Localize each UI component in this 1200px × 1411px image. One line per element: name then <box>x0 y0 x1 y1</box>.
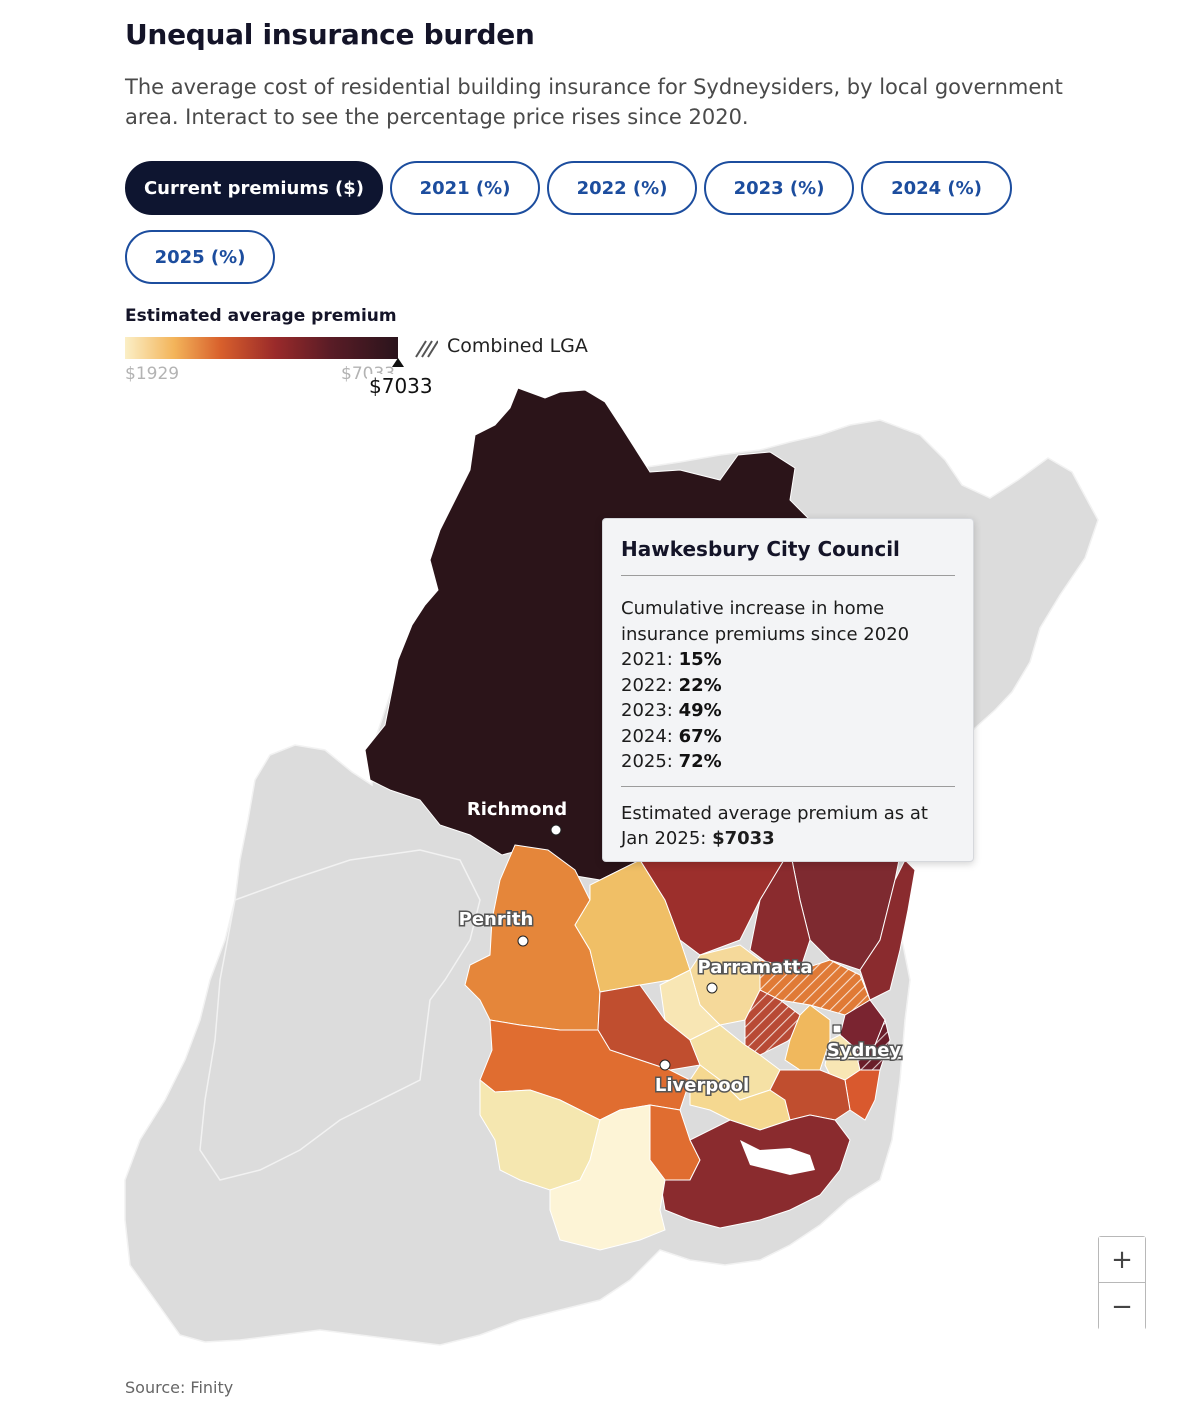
chart-title: Unequal insurance burden <box>125 18 535 51</box>
lga-blue-mountains[interactable] <box>199 849 481 1181</box>
legend-title: Estimated average premium <box>125 306 397 326</box>
hatch-swatch-icon <box>415 340 438 358</box>
lga-campbelltown[interactable] <box>549 1104 666 1251</box>
water-inlet <box>740 1140 815 1175</box>
zoom-out-button[interactable]: − <box>1099 1284 1145 1330</box>
map-svg[interactable]: Richmond Penrith Parramatta Liverpool Sy… <box>0 380 1200 1360</box>
combined-lga-label: Combined LGA <box>447 335 588 357</box>
tab-2022[interactable]: 2022 (%) <box>547 161 697 215</box>
tooltip-row-2025: 2025: 72% <box>621 751 722 772</box>
tooltip-row-2021: 2021: 15% <box>621 649 722 670</box>
sydney-marker-icon <box>832 1024 842 1034</box>
tab-2021[interactable]: 2021 (%) <box>390 161 540 215</box>
chart-subtitle: The average cost of residential building… <box>125 75 1063 129</box>
place-label-sydney: Sydney <box>827 1040 902 1061</box>
place-label-parramatta: Parramatta <box>697 957 812 978</box>
tab-2023[interactable]: 2023 (%) <box>704 161 854 215</box>
region-tooltip: Hawkesbury City Council Cumulative incre… <box>602 518 974 862</box>
zoom-in-button[interactable]: + <box>1099 1237 1145 1283</box>
lga-combined-ryde-hatch <box>760 960 870 1015</box>
legend-min-label: $1929 <box>125 364 180 384</box>
tooltip-row-2024: 2024: 67% <box>621 725 722 747</box>
place-label-richmond: Richmond <box>467 799 567 820</box>
liverpool-marker-icon <box>659 1059 671 1071</box>
sydney-lga-map[interactable]: Richmond Penrith Parramatta Liverpool Sy… <box>0 380 1200 1360</box>
parramatta-marker-icon <box>706 982 718 994</box>
tab-current-premiums[interactable]: Current premiums ($) <box>125 161 383 215</box>
tooltip-row-2022: 2022: 22% <box>621 674 722 696</box>
richmond-marker-icon <box>550 824 562 836</box>
tooltip-premium: Estimated average premium as at Jan 2025… <box>621 802 928 850</box>
lga-combined-hunters-hill-hatch <box>745 990 800 1055</box>
source-note: Source: Finity <box>125 1378 234 1397</box>
penrith-marker-icon <box>517 935 529 947</box>
lga-northern-beaches[interactable] <box>859 859 916 1001</box>
place-label-penrith: Penrith <box>459 909 534 930</box>
lga-woollahra-hatch <box>855 1020 890 1070</box>
tooltip-divider-2 <box>621 785 955 787</box>
lga-bayside[interactable] <box>769 1069 851 1121</box>
legend-marker-label: $7033 <box>367 374 435 398</box>
tooltip-divider <box>621 575 955 576</box>
tooltip-intro: Cumulative increase in home insurance pr… <box>621 598 910 645</box>
legend-marker-icon <box>392 358 404 367</box>
tab-2024[interactable]: 2024 (%) <box>861 161 1012 215</box>
zoom-controls: + − <box>1098 1236 1146 1330</box>
legend-color-scale <box>125 337 398 359</box>
tab-2025[interactable]: 2025 (%) <box>125 230 275 284</box>
tooltip-row-2023: 2023: 49% <box>621 700 722 721</box>
place-label-liverpool: Liverpool <box>655 1075 749 1096</box>
tooltip-title: Hawkesbury City Council <box>621 537 900 561</box>
